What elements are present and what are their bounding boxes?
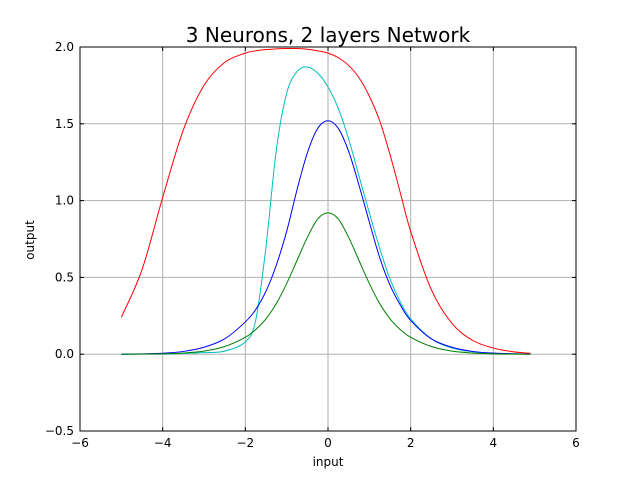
y-tick-label: 0.5 <box>55 270 74 284</box>
y-tick-label: 0.0 <box>55 347 74 361</box>
x-tick-label: −6 <box>71 436 89 450</box>
y-tick-label: 1.5 <box>55 117 74 131</box>
grid-layer <box>80 47 576 431</box>
x-tick-label: −4 <box>154 436 172 450</box>
tick-layer: −6 −4 −2 0 2 4 6 −0.5 0.0 0.5 1.0 1.5 2.0 <box>45 40 580 450</box>
chart-title: 3 Neurons, 2 layers Network <box>186 23 471 47</box>
series-line-blue <box>121 120 531 355</box>
y-tick-label: −0.5 <box>45 424 74 438</box>
x-tick-label: 0 <box>324 436 332 450</box>
series-line-green <box>121 212 531 355</box>
series-line-red <box>120 47 531 354</box>
series-layer <box>120 47 531 355</box>
y-tick-label: 2.0 <box>55 40 74 54</box>
series-line-cyan <box>121 66 531 355</box>
x-tick-label: 6 <box>572 436 580 450</box>
x-tick-label: −2 <box>236 436 254 450</box>
x-tick-label: 4 <box>490 436 498 450</box>
x-tick-label: 2 <box>407 436 415 450</box>
x-axis-label: input <box>313 455 344 469</box>
y-tick-label: 1.0 <box>55 194 74 208</box>
y-axis-label: output <box>23 220 37 260</box>
